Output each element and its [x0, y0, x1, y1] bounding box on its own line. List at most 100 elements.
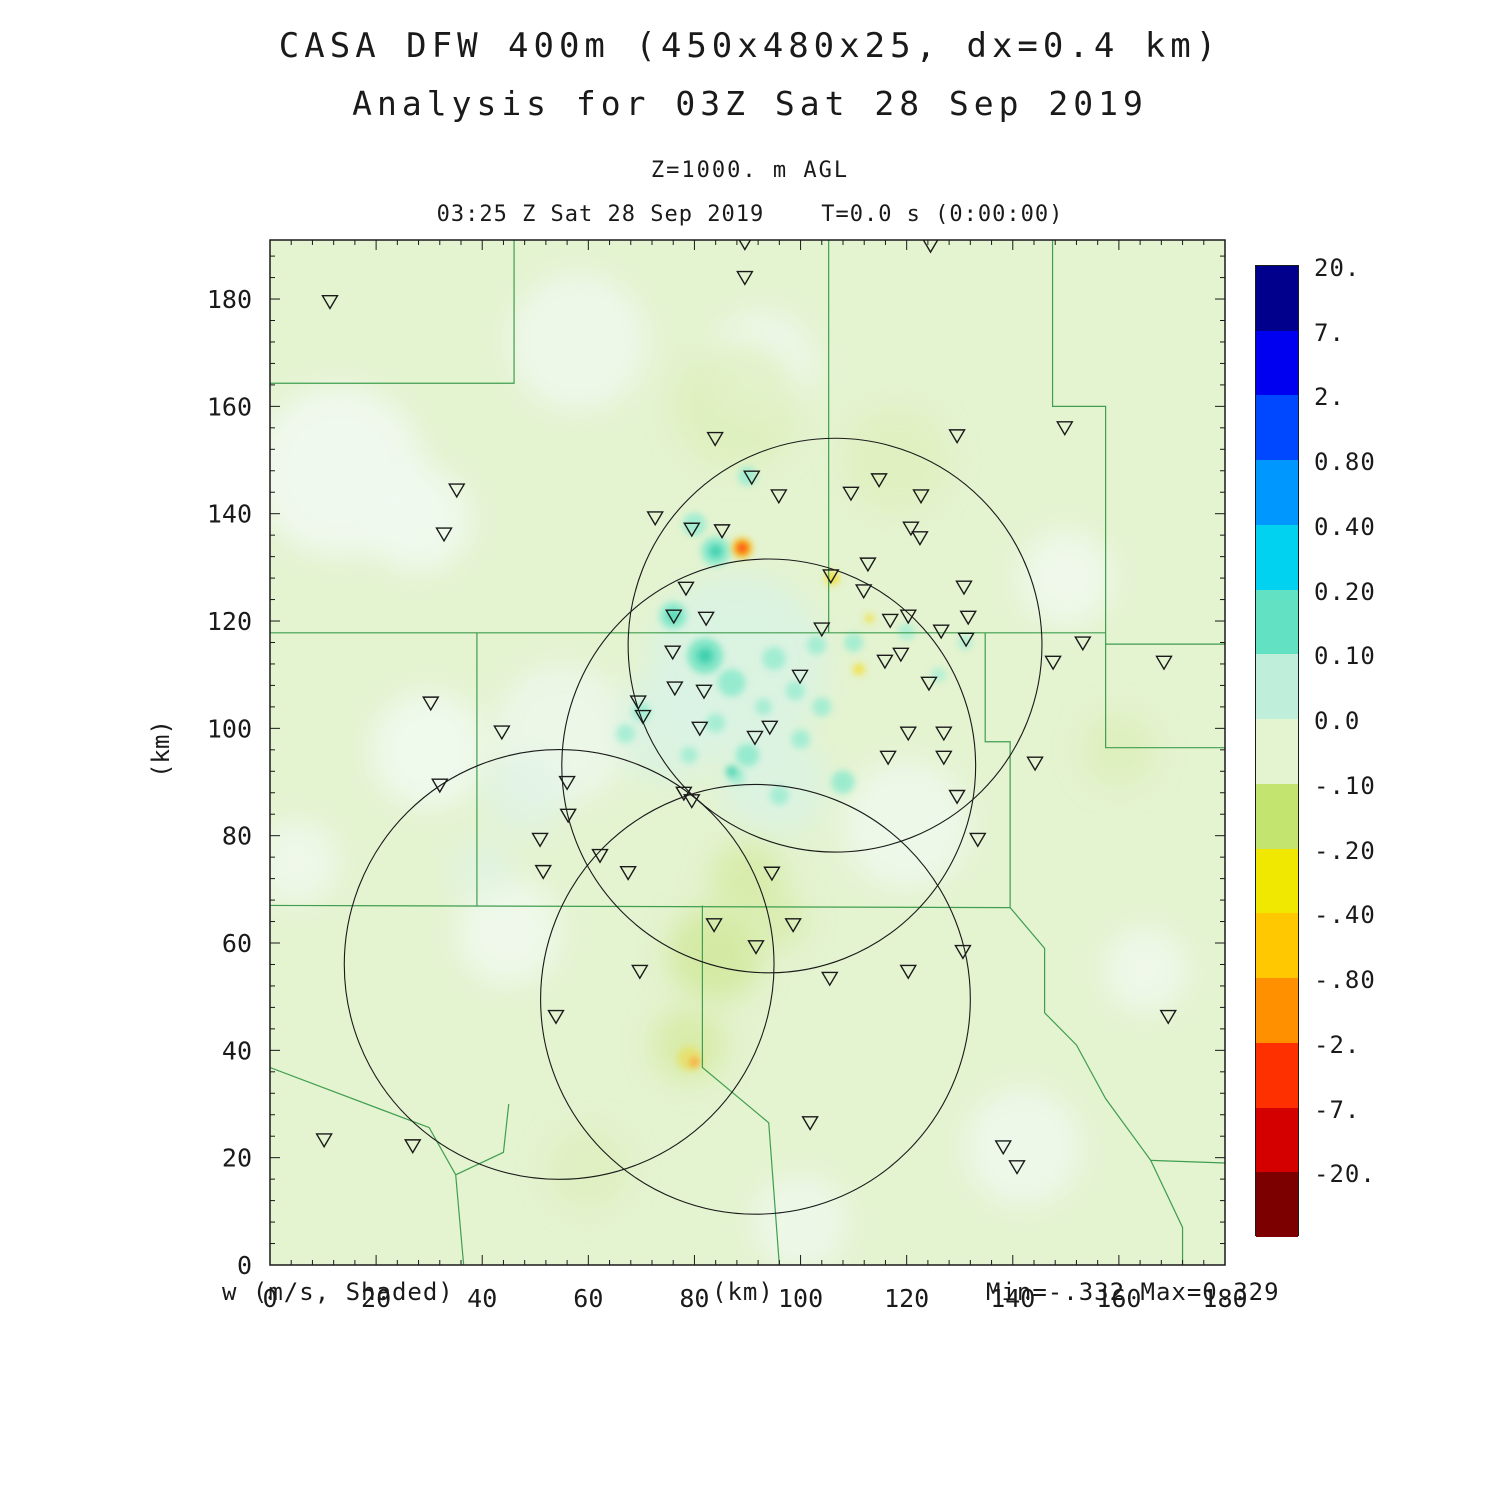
field-blob: [697, 647, 714, 664]
station-marker: [547, 1009, 565, 1025]
station-marker: [822, 569, 840, 585]
field-blob: [706, 713, 726, 733]
station-marker: [743, 470, 761, 486]
colorbar-tick-label: -.80: [1314, 966, 1376, 995]
station-marker: [691, 721, 709, 737]
station-marker: [899, 609, 917, 625]
y-tick-label: 100: [207, 714, 252, 743]
colorbar-tick-label: -.20: [1314, 836, 1376, 865]
field-blob: [965, 1088, 1082, 1206]
county-boundary: [1150, 1159, 1225, 1164]
map-plot-svg: 0 20 40 60 80 100 120 140 160 180 0 20 40 60 80 100 120 1…: [207, 239, 1248, 1313]
county-boundary: [270, 240, 515, 384]
field-blob: [864, 613, 875, 624]
x-tick-label: 120: [884, 1284, 929, 1313]
radar-range-circle: [540, 783, 971, 1215]
field-blob: [791, 729, 811, 749]
station-marker: [955, 580, 973, 596]
station-marker: [619, 866, 637, 881]
level-label: Z=1000. m AGL: [650, 158, 850, 183]
station-marker: [315, 1133, 333, 1149]
y-tick-label: 20: [222, 1144, 252, 1173]
station-marker: [697, 611, 715, 627]
field-blob: [545, 1125, 631, 1211]
station-marker: [435, 527, 453, 543]
colorbar-tick-label: -.40: [1314, 901, 1376, 930]
time-label: 03:25 Z Sat 28 Sep 2019 T=0.0 s (0:00:00…: [436, 202, 1064, 227]
field-blob: [708, 544, 723, 559]
station-marker: [813, 622, 831, 638]
radar-range-circle: [627, 437, 1043, 853]
colorbar-segment: [1256, 330, 1298, 396]
axis-ticks: [269, 240, 1226, 1266]
colorbar-segment: [1256, 1172, 1298, 1237]
station-marker: [559, 808, 577, 824]
x-tick-label: 0: [262, 1284, 277, 1313]
station-marker: [1159, 1009, 1177, 1025]
field-blob: [762, 646, 786, 671]
field-blob: [673, 342, 801, 471]
county-boundary: [984, 632, 1011, 908]
station-marker: [1155, 655, 1173, 671]
field-blob: [615, 724, 636, 744]
colorbar-bar: 20. 7. 2. 0.80 0.40 0.20 0.10 0.0 -.10 -.20 -.40 -.…: [1255, 254, 1375, 1237]
station-marker: [683, 522, 701, 538]
station-marker: [713, 524, 731, 539]
field-blob: [667, 905, 764, 1002]
station-marker: [736, 270, 754, 286]
field-blob: [754, 698, 772, 716]
colorbar-tick-label: 0.0: [1314, 707, 1361, 736]
station-marker: [801, 1116, 819, 1131]
station-marker: [683, 794, 701, 809]
colorbar-tick-label: -7.: [1314, 1095, 1361, 1124]
colorbar: 20. 7. 2. 0.80 0.40 0.20 0.10 0.0 -.10 -.20 -.40 -.…: [1255, 254, 1495, 1245]
colorbar-segment: [1256, 719, 1298, 784]
station-marker: [431, 778, 449, 794]
y-tick-label: 0: [237, 1251, 252, 1280]
radar-range-circle: [561, 558, 977, 974]
colorbar-segment: [1256, 1042, 1298, 1108]
station-marker: [747, 940, 765, 955]
station-marker: [935, 726, 953, 742]
station-marker: [881, 613, 899, 629]
station-marker: [746, 730, 764, 746]
county-boundary: [1051, 240, 1225, 749]
field-blob: [752, 1174, 849, 1265]
field-blob: [689, 1057, 700, 1067]
field-blob: [769, 785, 789, 805]
station-marker: [1074, 636, 1092, 652]
field-blob: [1018, 530, 1114, 626]
field-blob: [853, 663, 865, 676]
colorbar-tick-label: 2.: [1314, 383, 1345, 412]
station-marker: [634, 709, 652, 725]
station-marker: [954, 944, 972, 960]
county-boundary: [270, 1066, 465, 1265]
station-marker: [859, 557, 877, 573]
station-marker: [784, 918, 802, 933]
colorbar-segment: [1256, 783, 1298, 849]
station-marker: [531, 832, 549, 848]
figure-subtitle: Analysis for 03Z Sat 28 Sep 2019: [352, 84, 1148, 123]
colorbar-segment: [1256, 1107, 1298, 1173]
station-marker: [899, 964, 917, 980]
contour-plot: 0 20 40 60 80 100 120 140 160 180 0 20 40 60 80 100 120 1…: [180, 235, 1300, 1325]
station-marker: [631, 964, 649, 980]
colorbar-segment: [1256, 848, 1298, 914]
field-blob: [365, 466, 472, 573]
station-marker: [957, 632, 975, 648]
station-marker: [1044, 655, 1062, 671]
field-blob: [680, 746, 698, 764]
station-marker: [665, 609, 683, 625]
station-marker: [948, 429, 966, 445]
station-marker: [935, 750, 953, 766]
field-blob: [717, 668, 746, 697]
y-tick-label: 180: [207, 285, 252, 314]
field-blob: [831, 770, 855, 794]
field-blob: [931, 667, 946, 683]
field-blob: [785, 681, 805, 701]
station-marker: [959, 610, 977, 626]
station-marker: [1056, 421, 1074, 436]
field-blob: [736, 542, 748, 554]
colorbar-segment: [1256, 978, 1298, 1043]
station-marker: [403, 1139, 422, 1154]
